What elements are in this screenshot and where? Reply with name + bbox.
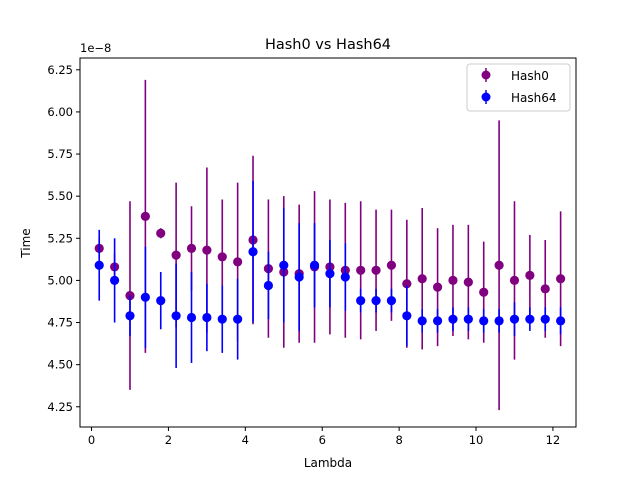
hash64-point — [540, 314, 550, 324]
legend-hash64-label: Hash64 — [511, 91, 557, 105]
x-tick-label: 12 — [546, 433, 561, 447]
tick-layer: 0 2 4 6 8 10 12 4.25 4.50 4.75 5.00 5.25 5.50 5.75 6.0… — [47, 63, 560, 447]
hash64-point — [356, 296, 366, 306]
hash0-point — [186, 243, 197, 253]
hash64-point — [186, 312, 197, 323]
hash64-point — [248, 247, 258, 257]
hash0-point — [525, 270, 535, 280]
hash0-point — [402, 279, 412, 289]
hash64-point — [432, 316, 443, 326]
hash64-point — [217, 314, 227, 324]
hash64-point — [171, 311, 181, 321]
x-tick-label: 4 — [242, 433, 249, 447]
hash64-point — [202, 312, 212, 323]
x-tick-label: 0 — [88, 433, 95, 447]
hash0-point — [217, 252, 227, 262]
hash64-point — [463, 314, 473, 324]
hash64-point — [125, 311, 135, 321]
hash64-point — [110, 275, 120, 286]
x-tick-label: 6 — [319, 433, 326, 447]
y-tick-label: 6.00 — [47, 105, 73, 119]
hash0-point — [556, 274, 566, 284]
data-layer — [94, 79, 566, 411]
hash0-point — [479, 287, 489, 297]
y-offset-text: 1e−8 — [80, 41, 111, 55]
legend-box — [466, 63, 571, 112]
y-tick-label: 4.25 — [47, 400, 73, 414]
x-tick-label: 2 — [165, 433, 172, 447]
hash0-point — [386, 260, 397, 270]
hash0-point — [448, 275, 458, 286]
y-tick-label: 4.50 — [47, 358, 73, 372]
hash64-point — [509, 314, 520, 324]
hash64-point — [525, 314, 535, 324]
hash0-point — [171, 250, 181, 260]
hash64-point — [494, 316, 504, 326]
hash64-point — [325, 269, 335, 279]
hash0-point — [463, 277, 473, 287]
y-tick-label: 5.00 — [47, 273, 73, 287]
hash0-point — [202, 245, 212, 255]
hash0-point — [494, 260, 504, 270]
legend-hash0-label: Hash0 — [511, 69, 549, 83]
hash0-point — [509, 275, 520, 286]
hash0-point — [432, 282, 443, 292]
y-axis-label: Time — [19, 228, 33, 258]
y-tick-label: 4.75 — [47, 316, 73, 330]
chart-title: Hash0 vs Hash64 — [265, 37, 391, 53]
hash64-point — [386, 296, 397, 306]
x-axis-label: Lambda — [304, 456, 352, 470]
hash64-point — [279, 260, 289, 270]
hash0-point — [140, 211, 150, 221]
hash0-point — [417, 274, 427, 284]
hash0-point — [371, 265, 381, 275]
hash64-point — [417, 316, 427, 326]
hash64-point — [294, 272, 304, 282]
x-tick-label: 10 — [469, 433, 484, 447]
y-tick-label: 5.50 — [47, 189, 73, 203]
legend-hash0-marker — [481, 70, 491, 80]
hash64-point — [94, 260, 104, 270]
y-tick-label: 6.25 — [47, 63, 73, 77]
y-tick-label: 5.75 — [47, 147, 73, 161]
hash64-point — [448, 314, 458, 324]
hash0-point — [540, 284, 550, 294]
hash64-point — [402, 311, 412, 321]
legend: Hash0 Hash64 — [466, 63, 571, 112]
y-tick-label: 5.25 — [47, 231, 73, 245]
hash64-point — [479, 316, 489, 326]
hash64-point — [263, 280, 274, 291]
hash0-point — [156, 228, 166, 238]
hash64-point — [556, 316, 566, 326]
hash64-point — [309, 260, 320, 270]
hash64-point — [156, 296, 166, 306]
hash64-point — [233, 314, 243, 324]
hash0-point — [356, 265, 366, 275]
x-tick-label: 8 — [395, 433, 402, 447]
legend-hash64-marker — [481, 92, 491, 102]
hash0-point — [233, 257, 243, 267]
hash64-point — [140, 292, 150, 302]
hash64-point — [371, 296, 381, 306]
plot-frame — [79, 57, 577, 428]
hash64-point — [340, 272, 350, 282]
